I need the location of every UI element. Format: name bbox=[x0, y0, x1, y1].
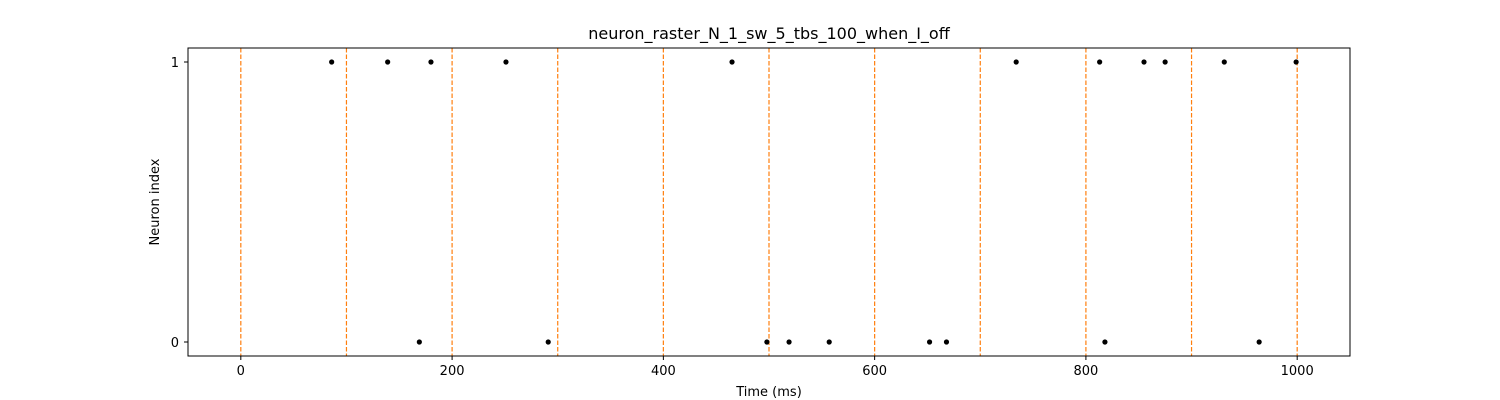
y-tick-label-0: 0 bbox=[171, 336, 179, 351]
x-tick-label-5: 1000 bbox=[1281, 364, 1314, 379]
spike-n0-4 bbox=[826, 339, 832, 345]
x-axis-label: Time (ms) bbox=[735, 385, 802, 400]
spike-n1-3 bbox=[503, 59, 509, 65]
x-axis-ticks: 0 200 400 600 800 1000 bbox=[237, 356, 1314, 379]
spike-n1-5 bbox=[1013, 59, 1019, 65]
x-tick-label-1: 200 bbox=[440, 364, 465, 379]
chart-title: neuron_raster_N_1_sw_5_tbs_100_when_I_of… bbox=[588, 24, 950, 44]
spike-n0-8 bbox=[1256, 339, 1262, 345]
spike-n0-0 bbox=[416, 339, 422, 345]
spike-n1-1 bbox=[385, 59, 391, 65]
y-axis-label: Neuron index bbox=[148, 158, 163, 245]
spike-n0-6 bbox=[943, 339, 950, 345]
vertical-markers bbox=[240, 48, 1298, 356]
spike-n1-8 bbox=[1162, 59, 1168, 65]
x-tick-label-4: 800 bbox=[1073, 364, 1098, 379]
spike-n0-7 bbox=[1102, 339, 1108, 345]
plot-frame bbox=[187, 47, 1351, 357]
spike-points bbox=[329, 59, 1299, 345]
y-axis-ticks: 01 bbox=[171, 56, 188, 351]
spike-n1-10 bbox=[1293, 59, 1299, 65]
spike-n1-2 bbox=[428, 59, 434, 65]
spike-n0-1 bbox=[545, 339, 551, 345]
spike-n1-4 bbox=[729, 59, 735, 65]
spike-n1-9 bbox=[1221, 59, 1227, 65]
x-tick-label-0: 0 bbox=[237, 364, 245, 379]
spike-n1-6 bbox=[1097, 59, 1103, 65]
spike-n1-0 bbox=[329, 59, 335, 65]
spike-n1-7 bbox=[1141, 59, 1147, 65]
y-tick-label-1: 1 bbox=[171, 56, 179, 71]
spike-n0-5 bbox=[926, 339, 933, 345]
spike-n0-2 bbox=[764, 339, 770, 345]
x-tick-label-2: 400 bbox=[651, 364, 676, 379]
x-tick-label-3: 600 bbox=[862, 364, 887, 379]
spike-n0-3 bbox=[786, 339, 792, 345]
